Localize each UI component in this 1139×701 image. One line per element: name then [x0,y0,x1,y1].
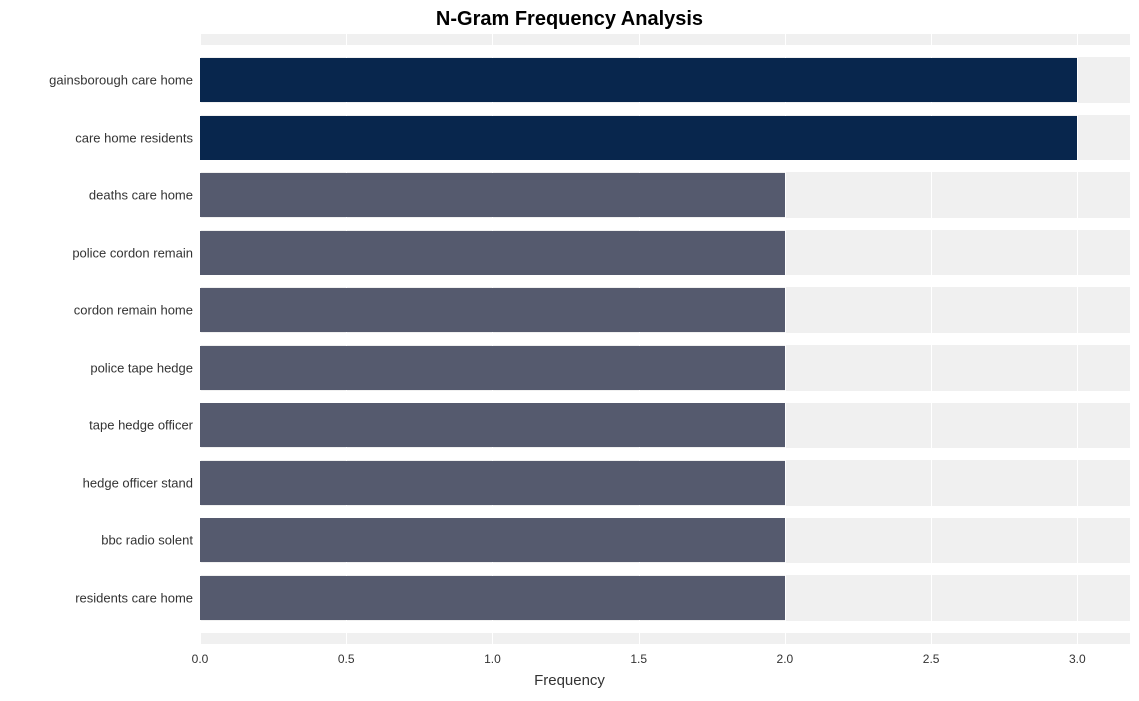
row-separator [200,45,1130,57]
y-tick-label: gainsborough care home [49,73,193,88]
plot-area [200,34,1130,644]
bar [200,346,785,390]
row-separator [200,621,1130,633]
row-separator [200,563,1130,575]
bar [200,576,785,620]
x-tick-label: 1.5 [630,652,647,666]
x-tick-label: 2.5 [923,652,940,666]
y-tick-label: deaths care home [89,188,193,203]
y-tick-label: cordon remain home [74,303,193,318]
bar [200,173,785,217]
x-tick-label: 0.5 [338,652,355,666]
y-tick-label: police cordon remain [72,245,193,260]
row-separator [200,506,1130,518]
row-separator [200,448,1130,460]
x-tick-label: 2.0 [777,652,794,666]
y-tick-label: hedge officer stand [83,475,193,490]
bar [200,288,785,332]
chart-title: N-Gram Frequency Analysis [0,8,1139,31]
row-separator [200,103,1130,115]
row-separator [200,391,1130,403]
bar [200,58,1077,102]
x-tick-label: 3.0 [1069,652,1086,666]
bar [200,231,785,275]
ngram-chart: N-Gram Frequency Analysis gainsborough c… [0,0,1139,701]
row-separator [200,160,1130,172]
row-separator [200,218,1130,230]
x-axis-label: Frequency [0,672,1139,689]
y-tick-label: tape hedge officer [89,418,193,433]
bar [200,518,785,562]
row-separator [200,333,1130,345]
y-tick-label: police tape hedge [90,360,193,375]
bar [200,116,1077,160]
y-tick-label: care home residents [75,130,193,145]
y-tick-label: residents care home [75,590,193,605]
x-tick-label: 1.0 [484,652,501,666]
x-tick-label: 0.0 [192,652,209,666]
bar [200,461,785,505]
row-separator [200,275,1130,287]
bar [200,403,785,447]
y-tick-label: bbc radio solent [101,533,193,548]
